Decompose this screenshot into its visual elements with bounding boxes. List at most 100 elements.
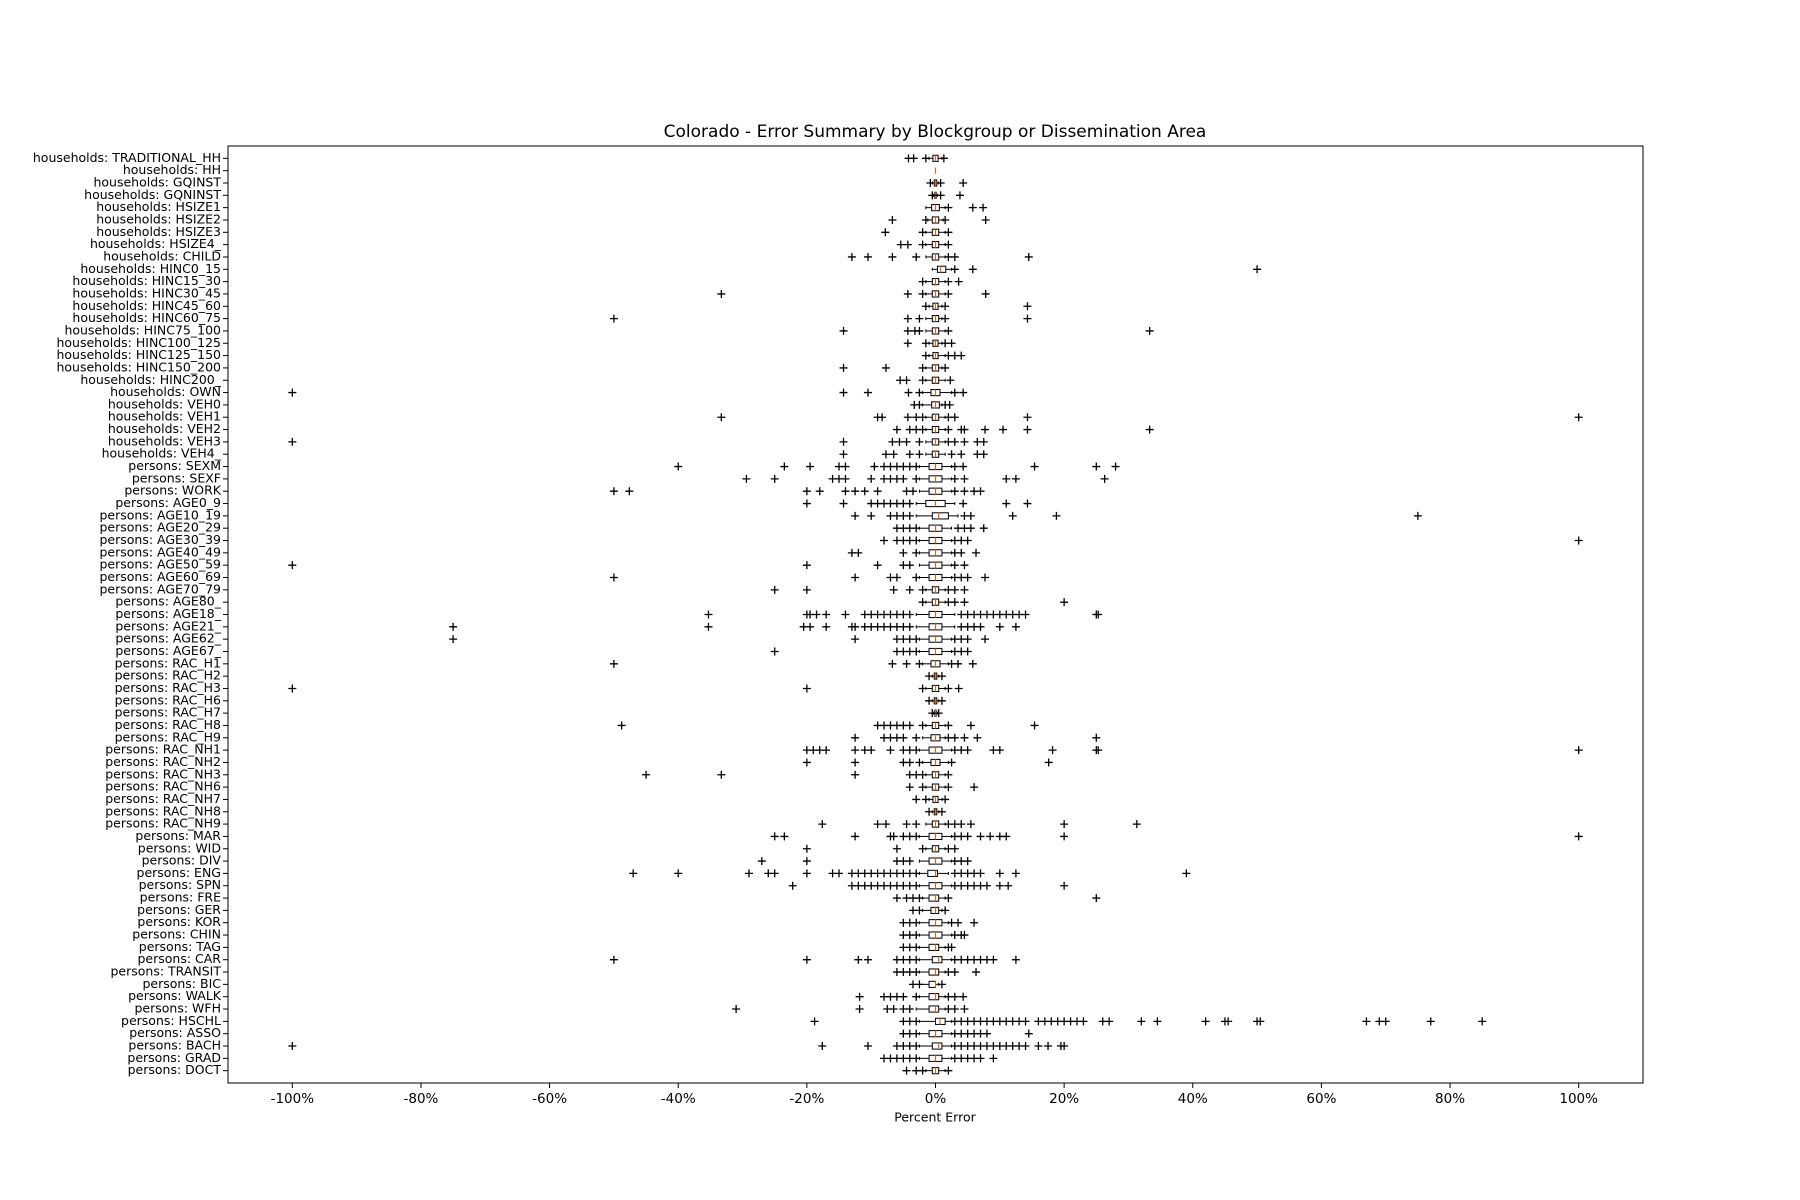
flier — [1021, 1042, 1030, 1051]
flier — [950, 487, 959, 496]
flier — [674, 869, 683, 878]
flier — [905, 561, 914, 570]
flier — [954, 277, 963, 286]
flier — [903, 240, 912, 249]
flier — [926, 178, 935, 187]
flier — [732, 1005, 741, 1014]
flier — [1426, 1017, 1435, 1026]
flier — [903, 339, 912, 348]
flier — [889, 832, 898, 841]
flier — [944, 783, 953, 792]
y-tick-label: persons: RAC_NH3 — [105, 766, 221, 781]
flier — [888, 437, 897, 446]
flier — [918, 598, 927, 607]
flier — [912, 746, 921, 755]
flier — [986, 832, 995, 841]
flier — [841, 462, 850, 471]
flier — [950, 265, 959, 274]
flier — [944, 277, 953, 286]
y-tick-label: persons: RAC_NH2 — [105, 754, 221, 769]
flier — [902, 820, 911, 829]
y-tick-label: households: HINC60_75 — [72, 310, 221, 325]
flier — [851, 832, 860, 841]
flier — [918, 721, 927, 730]
flier — [970, 918, 979, 927]
flier — [1011, 955, 1020, 964]
y-tick-label: persons: CAR — [137, 951, 221, 966]
flier — [915, 894, 924, 903]
flier — [905, 721, 914, 730]
flier — [912, 943, 921, 952]
flier — [918, 363, 927, 372]
flier — [288, 437, 297, 446]
flier — [806, 462, 815, 471]
flier — [960, 437, 969, 446]
flier — [822, 610, 831, 619]
flier — [912, 635, 921, 644]
flier — [1111, 462, 1120, 471]
flier — [288, 561, 297, 570]
y-tick-label: households: HH — [123, 162, 221, 177]
box — [928, 943, 940, 951]
flier — [957, 450, 966, 459]
flier — [1145, 425, 1154, 434]
y-tick-label: persons: RAC_H9 — [115, 729, 221, 744]
flier — [963, 536, 972, 545]
flier — [617, 721, 626, 730]
y-tick-label: persons: AGE67_ — [115, 643, 221, 658]
flier — [717, 770, 726, 779]
y-tick-label: persons: RAC_NH8 — [105, 803, 221, 818]
flier — [855, 992, 864, 1001]
flier — [945, 400, 954, 409]
y-tick-label: persons: RAC_NH6 — [105, 779, 221, 794]
flier — [905, 783, 914, 792]
flier — [944, 326, 953, 335]
flier — [950, 437, 959, 446]
flier — [905, 450, 914, 459]
flier — [899, 733, 908, 742]
flier — [944, 721, 953, 730]
flier — [982, 881, 991, 890]
flier — [960, 561, 969, 570]
flier — [905, 610, 914, 619]
flier — [918, 289, 927, 298]
y-tick-label: persons: WALK — [128, 988, 222, 1003]
flier — [851, 511, 860, 520]
flier — [912, 733, 921, 742]
flier — [944, 770, 953, 779]
flier — [976, 1054, 985, 1063]
flier — [770, 474, 779, 483]
flier — [757, 857, 766, 866]
flier — [936, 191, 945, 200]
flier — [973, 733, 982, 742]
flier — [822, 622, 831, 631]
flier — [989, 1054, 998, 1063]
flier — [915, 400, 924, 409]
flier — [915, 437, 924, 446]
flier — [1182, 869, 1191, 878]
y-tick-label: persons: FRE — [140, 890, 221, 905]
flier — [839, 437, 848, 446]
flier — [904, 388, 913, 397]
flier — [851, 758, 860, 767]
flier — [902, 1066, 911, 1075]
y-tick-label: persons: AGE21_ — [115, 618, 221, 633]
flier — [744, 869, 753, 878]
flier — [609, 955, 618, 964]
flier — [966, 524, 975, 533]
y-tick-label: persons: TAG — [139, 939, 221, 954]
flier — [966, 820, 975, 829]
flier — [899, 992, 908, 1001]
flier — [802, 869, 811, 878]
y-tick-label: persons: WORK — [124, 483, 221, 498]
flier — [966, 721, 975, 730]
flier — [818, 1042, 827, 1051]
flier — [851, 573, 860, 582]
flier — [921, 302, 930, 311]
flier — [941, 215, 950, 224]
flier — [625, 487, 634, 496]
flier — [1060, 832, 1069, 841]
y-tick-label: households: VEH4_ — [102, 446, 222, 461]
flier — [915, 906, 924, 915]
